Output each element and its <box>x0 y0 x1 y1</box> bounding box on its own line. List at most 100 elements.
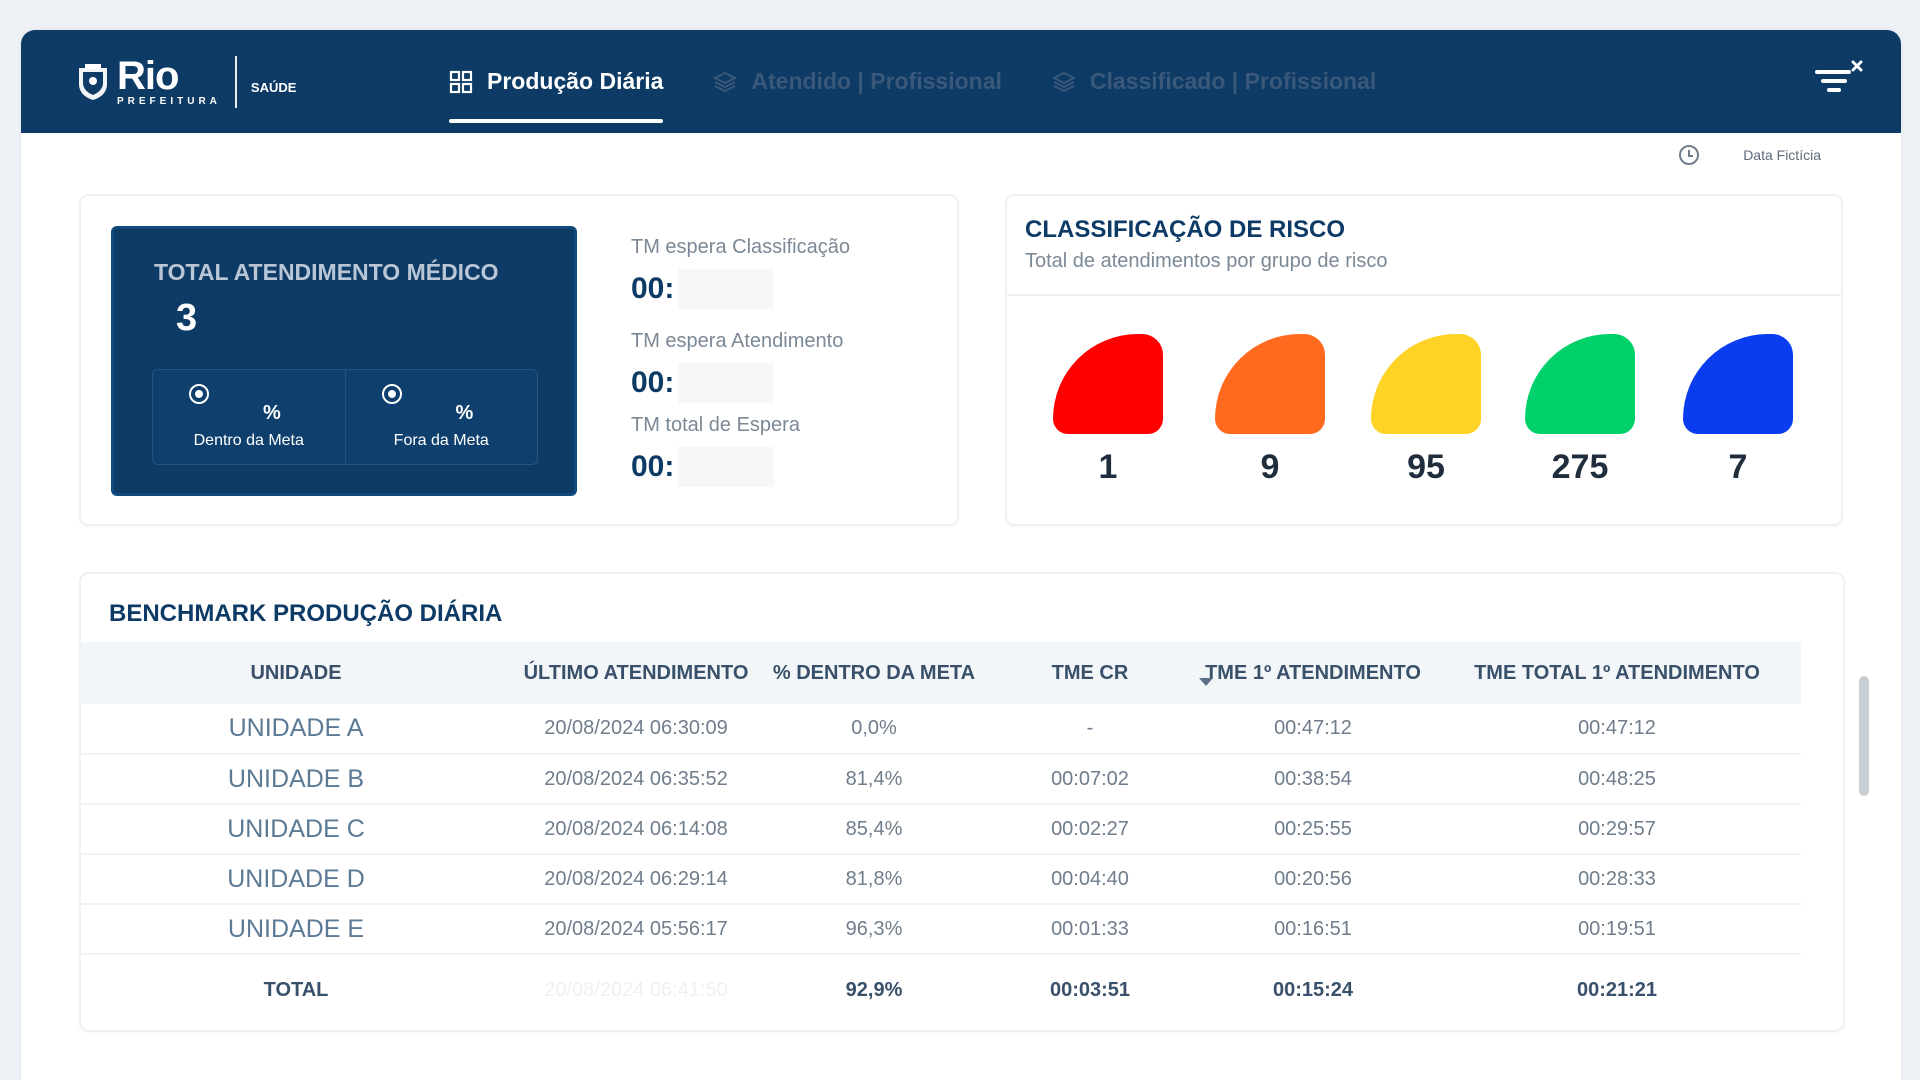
cell-tme-1-atendimento: 00:25:55 <box>1193 804 1433 855</box>
benchmark-title: BENCHMARK PRODUÇÃO DIÁRIA <box>109 600 503 627</box>
tab-atendido-profissional[interactable]: Atendido | Profissional <box>713 30 1002 133</box>
column-header-ultimo-atendimento[interactable]: ÚLTIMO ATENDIMENTO <box>511 642 761 704</box>
cell-tme-cr: - <box>987 704 1193 755</box>
risk-shape-red <box>1053 334 1163 434</box>
table-row[interactable]: UNIDADE E 20/08/2024 05:56:17 96,3% 00:0… <box>81 904 1801 955</box>
tm-label: TM total de Espera <box>631 414 800 436</box>
fora-meta-pct: % <box>455 402 474 424</box>
layers-icon <box>713 70 738 94</box>
table-row[interactable]: UNIDADE A 20/08/2024 06:30:09 0,0% - 00:… <box>81 704 1801 755</box>
cell-tme-1-atendimento: 00:47:12 <box>1193 704 1433 755</box>
cell-tme-total: 00:47:12 <box>1433 704 1801 755</box>
dentro-meta-label: Dentro da Meta <box>193 432 304 449</box>
risk-classification-card: CLASSIFICAÇÃO DE RISCO Total de atendime… <box>1005 194 1843 526</box>
cell-dentro-meta: 96,3% <box>761 904 987 955</box>
cell-ultimo-atendimento: 20/08/2024 06:14:08 <box>511 804 761 855</box>
total-dentro-meta: 92,9% <box>845 979 903 1001</box>
cell-tme-total: 00:28:33 <box>1433 854 1801 905</box>
masked-value <box>678 363 775 403</box>
tm-value: 00: <box>631 450 675 483</box>
risk-title: CLASSIFICAÇÃO DE RISCO <box>1025 216 1346 243</box>
date-label: Data Fictícia <box>1743 147 1821 163</box>
meta-split: % Dentro da Meta % Fora da Meta <box>152 369 538 465</box>
fora-da-meta: % Fora da Meta <box>344 370 538 464</box>
table-row[interactable]: UNIDADE B 20/08/2024 06:35:52 81,4% 00:0… <box>81 754 1801 805</box>
risk-shape-orange <box>1215 334 1325 434</box>
prefeitura-rio-logo[interactable]: Rio PREFEITURA SAÚDE <box>73 50 296 114</box>
logo-divider <box>234 56 237 108</box>
layers-icon <box>1051 70 1077 94</box>
table-row[interactable]: UNIDADE C 20/08/2024 06:14:08 85,4% 00:0… <box>81 804 1801 855</box>
tab-classificado-profissional[interactable]: Classificado | Profissional <box>1051 30 1377 133</box>
cell-tme-cr: 00:02:27 <box>987 804 1193 855</box>
benchmark-card: BENCHMARK PRODUÇÃO DIÁRIA UNIDADE ÚLTIMO… <box>79 572 1845 1032</box>
cell-tme-cr: 00:01:33 <box>987 904 1193 955</box>
kpi-card: TOTAL ATENDIMENTO MÉDICO 3 % Dentro da M… <box>79 194 959 526</box>
main-tabs: Produção Diária Atendido | Profissional … <box>449 30 1426 133</box>
risk-value: 9 <box>1260 448 1280 486</box>
logo-rio-text: Rio <box>117 54 179 98</box>
target-icon <box>189 384 209 404</box>
cell-tme-1-atendimento: 00:38:54 <box>1193 754 1433 805</box>
risk-subtitle: Total de atendimentos por grupo de risco <box>1025 250 1388 272</box>
dentro-da-meta: % Dentro da Meta <box>153 370 345 464</box>
total-ultimo-atendimento: 20/08/2024 06:41:50 <box>544 979 728 1001</box>
risk-group-yellow[interactable]: 95 <box>1353 334 1493 514</box>
cell-tme-total: 00:19:51 <box>1433 904 1801 955</box>
risk-group-blue[interactable]: 7 <box>1665 334 1805 514</box>
target-icon <box>381 384 402 404</box>
tm-total-espera: TM total de Espera 00: <box>631 414 800 487</box>
total-tme-cr: 00:03:51 <box>1049 979 1131 1001</box>
tab-label: Produção Diária <box>487 68 664 94</box>
cell-tme-cr: 00:04:40 <box>987 854 1193 905</box>
tm-label: TM espera Atendimento <box>631 330 844 352</box>
risk-group-orange[interactable]: 9 <box>1197 334 1337 514</box>
tm-value: 00: <box>631 272 675 305</box>
cell-tme-total: 00:48:25 <box>1433 754 1801 805</box>
cell-ultimo-atendimento: 20/08/2024 06:29:14 <box>511 854 761 905</box>
tab-producao-diaria[interactable]: Produção Diária <box>449 30 664 133</box>
cell-unidade: UNIDADE A <box>81 704 511 755</box>
cell-dentro-meta: 85,4% <box>761 804 987 855</box>
column-header-unidade[interactable]: UNIDADE <box>81 642 511 704</box>
table-total-row: TOTAL 20/08/2024 06:41:50 92,9% 00:03:51… <box>81 954 1801 1026</box>
risk-group-red[interactable]: 1 <box>1035 334 1175 514</box>
table-row[interactable]: UNIDADE D 20/08/2024 06:29:14 81,8% 00:0… <box>81 854 1801 905</box>
risk-group-green[interactable]: 275 <box>1507 334 1647 514</box>
risk-value: 275 <box>1551 448 1609 486</box>
risk-value: 7 <box>1728 448 1748 486</box>
masked-value <box>678 447 775 487</box>
table-header-row: UNIDADE ÚLTIMO ATENDIMENTO % DENTRO DA M… <box>81 642 1801 704</box>
cell-unidade: UNIDADE C <box>81 804 511 855</box>
vertical-scrollbar[interactable] <box>1859 676 1869 796</box>
filter-clear-button[interactable] <box>1813 60 1865 100</box>
cell-unidade: UNIDADE B <box>81 754 511 805</box>
cell-tme-total: 00:29:57 <box>1433 804 1801 855</box>
risk-value: 1 <box>1098 448 1118 486</box>
top-navigation-bar: Rio PREFEITURA SAÚDE Produção Diária <box>21 30 1901 133</box>
total-label: TOTAL <box>263 979 329 1001</box>
cell-ultimo-atendimento: 20/08/2024 06:35:52 <box>511 754 761 805</box>
benchmark-table: UNIDADE ÚLTIMO ATENDIMENTO % DENTRO DA M… <box>81 642 1801 1026</box>
risk-value: 95 <box>1407 448 1445 486</box>
risk-shape-blue <box>1683 334 1793 434</box>
risk-shape-yellow <box>1371 334 1481 434</box>
kpi-title: TOTAL ATENDIMENTO MÉDICO <box>154 259 499 285</box>
cell-ultimo-atendimento: 20/08/2024 05:56:17 <box>511 904 761 955</box>
tab-label: Classificado | Profissional <box>1089 68 1377 94</box>
cell-ultimo-atendimento: 20/08/2024 06:30:09 <box>511 704 761 755</box>
column-header-label: TME 1º ATENDIMENTO <box>1205 661 1421 684</box>
tm-espera-classificacao: TM espera Classificação 00: <box>631 236 850 309</box>
cell-tme-cr: 00:07:02 <box>987 754 1193 805</box>
column-header-tme-1-atendimento[interactable]: TME 1º ATENDIMENTO <box>1193 642 1433 704</box>
cell-dentro-meta: 0,0% <box>761 704 987 755</box>
column-header-dentro-meta[interactable]: % DENTRO DA META <box>761 642 987 704</box>
tm-label: TM espera Classificação <box>631 236 850 258</box>
kpi-value: 3 <box>176 297 198 339</box>
column-header-tme-total[interactable]: TME TOTAL 1º ATENDIMENTO <box>1433 642 1801 704</box>
cell-unidade: UNIDADE E <box>81 904 511 955</box>
column-header-tme-cr[interactable]: TME CR <box>987 642 1193 704</box>
clock-icon <box>1679 145 1700 165</box>
dentro-meta-pct: % <box>263 402 281 424</box>
sort-down-icon <box>1199 678 1213 686</box>
